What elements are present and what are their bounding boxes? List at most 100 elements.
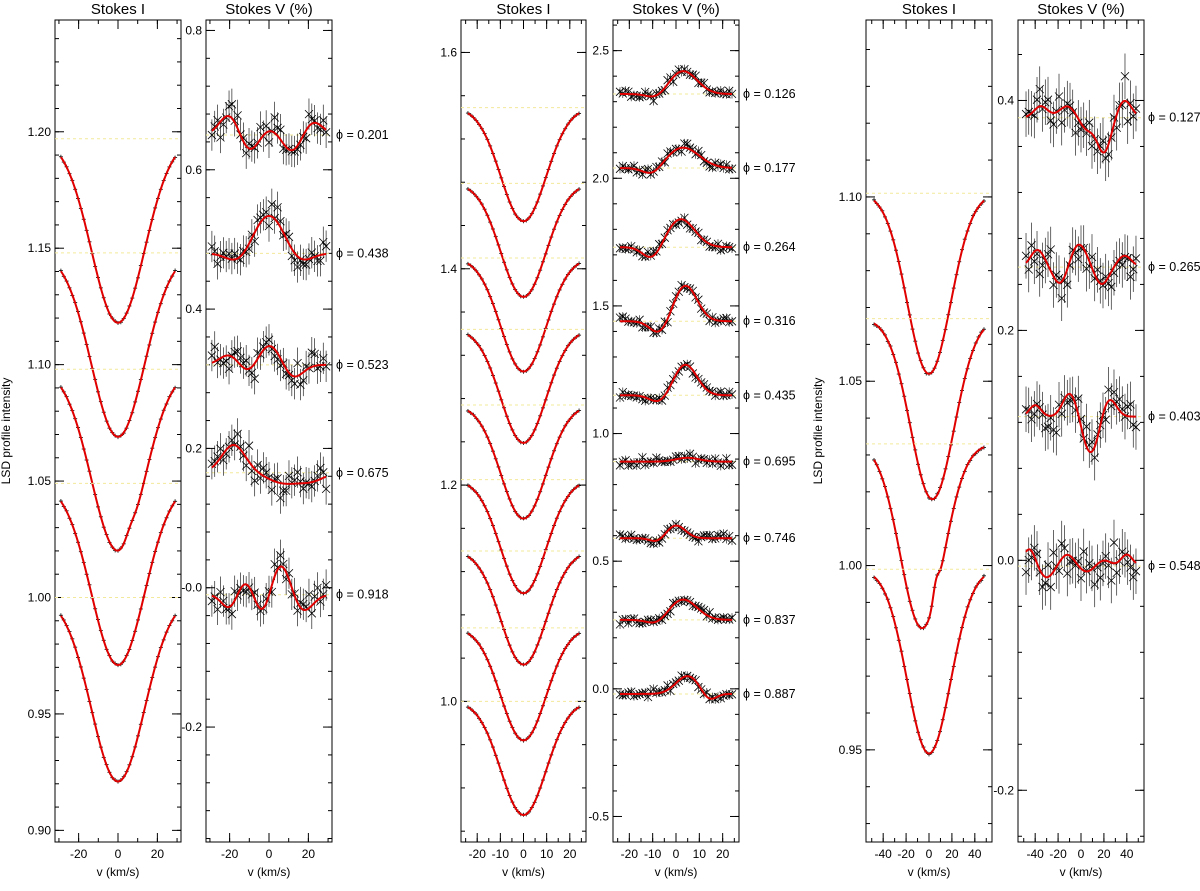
y-axis: -0.5 0.0 0.5 1.0 1.5 2.0 2.5 [588,24,739,823]
y-tick-label: 0.2 [185,441,202,455]
data-point [301,133,311,143]
series-2 [55,252,181,440]
data-point [276,125,285,134]
observed-points [58,154,178,325]
phase-label: ϕ = 0.316 [743,314,796,328]
panel-title: Stokes I [91,1,145,18]
x-tick-label: -10 [492,847,510,861]
panel-title: Stokes V (%) [225,1,313,18]
model-fit-line [873,576,985,755]
y-tick-label: 0.6 [185,163,202,177]
data-point [666,73,675,82]
x-tick-label: 20 [945,847,959,861]
data-point [691,71,700,81]
data-point [261,207,271,217]
data-point [1046,582,1056,592]
series-2: ϕ = 0.438 [206,188,389,283]
series-4 [866,568,992,757]
data-point [682,220,692,229]
x-tick-label: 20 [563,847,577,861]
data-point [640,688,650,698]
observed-points [465,705,582,817]
model-fit-line [467,334,580,444]
data-point [321,362,331,371]
data-point [321,580,331,590]
panel-title: Stokes I [496,1,550,18]
observed-points [58,613,178,784]
phase-label: ϕ = 0.201 [336,128,389,142]
data-point [702,688,712,697]
panel-5-stokes-i: Stokes I -40 -20 0 20 40 v (km/s) 0.95 1.00 1.05 1… [811,1,993,879]
data-point [267,200,277,209]
y-tick-label: 0.90 [28,823,52,837]
phase-label: ϕ = 0.126 [743,87,796,101]
phase-label: ϕ = 0.403 [1148,410,1200,424]
series-5 [461,404,586,521]
series-3 [461,257,586,374]
observed-points [1021,519,1141,610]
observed-points [207,539,331,630]
model-fit-line [620,284,733,333]
y-tick-label: 0.8 [185,23,202,37]
series-4 [461,328,586,446]
panel-6-stokes-v: Stokes V (%) -40 -20 0 20 40 v (km/s) -0.2 0.0 0.… [993,1,1200,879]
y-tick-label: 2.0 [592,171,609,185]
panel-1-stokes-i: Stokes I -20 0 20 v (km/s) 0.90 0.95 1.00 1.05 1.… [0,1,182,879]
x-tick-label: -20 [621,847,639,861]
observed-points [465,483,582,596]
observed-points [58,268,178,440]
x-tick-label: 0 [266,847,273,861]
x-tick-label: 10 [540,847,554,861]
data-point [1054,566,1064,576]
data-point [1073,394,1083,403]
model-fit-line [1025,548,1137,579]
data-point [1106,576,1116,585]
y-tick-label: 1.4 [440,262,457,276]
observed-points [1021,53,1141,182]
y-tick-label: -0.2 [993,783,1014,797]
y-tick-label: 1.2 [440,478,457,492]
y-tick-label: 0.2 [997,323,1014,337]
data-point [313,583,322,593]
model-fit-line [1025,243,1137,286]
y-axis: -0.2 0.0 0.2 0.4 [993,53,1144,837]
y-tick-label: -0.2 [181,720,202,734]
panel-title: Stokes I [902,1,956,18]
observed-points [58,385,178,553]
data-point [1131,422,1141,432]
model-fit-line [211,443,327,485]
series-5 [55,596,181,784]
y-tick-label: 1.0 [440,694,457,708]
y-tick-label: 1.20 [28,125,52,139]
model-fit-line [467,112,580,223]
data-point [727,164,737,173]
y-axis: -0.2 -0.0 0.2 0.4 0.6 0.8 [181,23,332,840]
observed-points [615,64,737,106]
phase-label: ϕ = 0.264 [743,240,796,254]
observed-points [1021,222,1141,322]
data-point [316,256,325,266]
phase-label: ϕ = 0.887 [743,687,796,701]
model-fit-line [467,188,580,298]
x-tick-label: 10 [693,847,707,861]
x-tick-label: -40 [1027,847,1045,861]
panel-4-stokes-v: Stokes V (%) -20 -10 0 10 20 v (km/s) -0.5 0.0 0.… [588,1,795,879]
panel-3-stokes-i: Stokes I -20 -10 0 10 20 v (km/s) 1.0 1.2 1.4 1.6 [440,1,587,879]
x-tick-label: 40 [1120,847,1134,861]
data-point [666,606,675,616]
phase-label: ϕ = 0.438 [336,246,389,260]
phase-label: ϕ = 0.548 [1148,559,1200,573]
series-1 [866,192,992,376]
data-point [677,147,686,156]
x-tick-label: 20 [716,847,730,861]
data-point [727,460,737,469]
model-fit-line [60,500,176,667]
model-fit-line [467,484,580,595]
x-axis: -20 -10 0 10 20 [617,20,735,861]
y-tick-label: -0.0 [181,581,202,595]
data-point [1126,400,1135,409]
data-point [702,383,712,392]
x-tick-label: 0 [115,847,122,861]
data-point [213,116,222,125]
